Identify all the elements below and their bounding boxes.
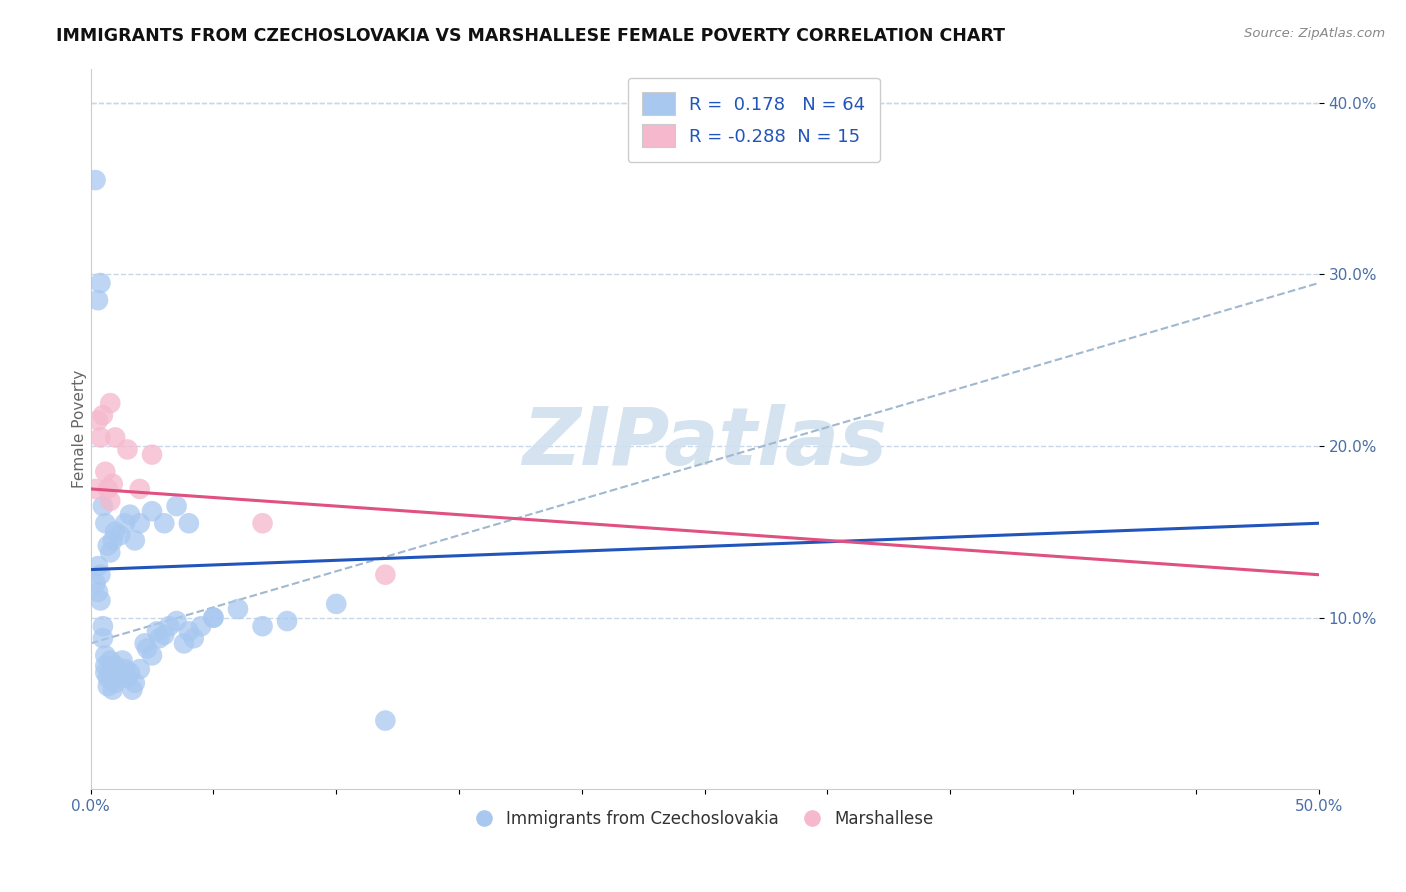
Point	[118, 665, 141, 680]
Point	[84, 482, 107, 496]
Point	[94, 516, 117, 531]
Point	[97, 482, 120, 496]
Point	[101, 662, 124, 676]
Text: Source: ZipAtlas.com: Source: ZipAtlas.com	[1244, 27, 1385, 40]
Point	[177, 516, 200, 531]
Point	[118, 508, 141, 522]
Legend: Immigrants from Czechoslovakia, Marshallese: Immigrants from Czechoslovakia, Marshall…	[470, 804, 939, 835]
Point	[89, 276, 111, 290]
Point	[111, 653, 134, 667]
Point	[98, 665, 121, 680]
Point	[148, 631, 170, 645]
Point	[117, 671, 139, 685]
Point	[173, 636, 195, 650]
Point	[89, 567, 111, 582]
Point	[153, 628, 176, 642]
Point	[104, 658, 127, 673]
Point	[104, 430, 127, 444]
Point	[94, 648, 117, 663]
Point	[108, 671, 131, 685]
Point	[121, 682, 143, 697]
Point	[84, 576, 107, 591]
Point	[94, 658, 117, 673]
Point	[190, 619, 212, 633]
Point	[87, 559, 110, 574]
Point	[91, 408, 114, 422]
Point	[252, 516, 274, 531]
Point	[91, 499, 114, 513]
Point	[89, 593, 111, 607]
Point	[124, 676, 146, 690]
Point	[141, 648, 163, 663]
Text: ZIPatlas: ZIPatlas	[522, 404, 887, 483]
Point	[141, 448, 163, 462]
Point	[89, 430, 111, 444]
Point	[114, 516, 136, 531]
Point	[94, 665, 117, 680]
Point	[101, 533, 124, 548]
Point	[183, 631, 205, 645]
Point	[177, 624, 200, 639]
Point	[101, 682, 124, 697]
Point	[202, 610, 225, 624]
Point	[97, 539, 120, 553]
Point	[141, 504, 163, 518]
Point	[128, 662, 150, 676]
Point	[101, 476, 124, 491]
Point	[325, 597, 347, 611]
Point	[84, 173, 107, 187]
Point	[98, 494, 121, 508]
Point	[153, 516, 176, 531]
Point	[226, 602, 249, 616]
Y-axis label: Female Poverty: Female Poverty	[72, 370, 87, 488]
Point	[97, 671, 120, 685]
Point	[104, 676, 127, 690]
Point	[98, 545, 121, 559]
Point	[114, 662, 136, 676]
Point	[108, 528, 131, 542]
Point	[97, 679, 120, 693]
Point	[87, 413, 110, 427]
Point	[202, 610, 225, 624]
Point	[91, 619, 114, 633]
Point	[117, 442, 139, 457]
Point	[374, 567, 396, 582]
Point	[157, 619, 180, 633]
Point	[107, 665, 129, 680]
Point	[87, 585, 110, 599]
Point	[98, 653, 121, 667]
Point	[276, 614, 298, 628]
Point	[166, 499, 188, 513]
Point	[128, 516, 150, 531]
Point	[146, 624, 169, 639]
Point	[87, 293, 110, 308]
Point	[94, 465, 117, 479]
Point	[134, 636, 156, 650]
Point	[136, 641, 159, 656]
Point	[128, 482, 150, 496]
Point	[252, 619, 274, 633]
Point	[124, 533, 146, 548]
Point	[104, 524, 127, 539]
Point	[166, 614, 188, 628]
Point	[91, 631, 114, 645]
Point	[98, 396, 121, 410]
Text: IMMIGRANTS FROM CZECHOSLOVAKIA VS MARSHALLESE FEMALE POVERTY CORRELATION CHART: IMMIGRANTS FROM CZECHOSLOVAKIA VS MARSHA…	[56, 27, 1005, 45]
Point	[374, 714, 396, 728]
